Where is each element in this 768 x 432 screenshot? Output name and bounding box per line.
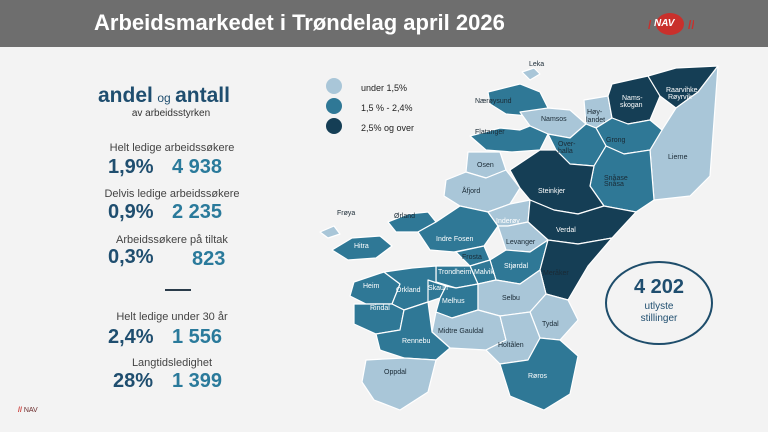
vacancies-label: utlyste stillinger <box>605 301 713 325</box>
heading-og: og <box>157 91 171 105</box>
svg-text:/: / <box>648 18 652 32</box>
stat-percent-tiltak: 0,3% <box>108 246 154 268</box>
stat-count-helt-ledige: 4 938 <box>172 156 223 178</box>
label-heim: Heim <box>363 283 380 290</box>
label-levanger: Levanger <box>506 239 536 246</box>
region-leka <box>521 67 541 81</box>
label-melhus: Melhus <box>442 298 465 305</box>
footer-slash: // <box>18 407 22 414</box>
label-trondheim: Trondheim <box>438 269 471 276</box>
region-flatanger <box>469 125 549 153</box>
divider-line <box>165 289 191 291</box>
label-overhalla-2: halla <box>558 148 573 155</box>
nav-logo-text: NAV <box>654 18 675 29</box>
heading-andel: andel <box>98 84 153 107</box>
label-stjordal: Stjørdal <box>504 263 529 270</box>
label-skaun: Skaun <box>428 285 448 292</box>
region-steinkjer <box>509 149 605 215</box>
label-rindal: Rindal <box>370 305 390 312</box>
label-grong: Grong <box>606 137 626 144</box>
stat-percent-delvis-ledige: 0,9% <box>108 201 154 223</box>
label-namsskogan-1: Nams- <box>622 95 643 102</box>
legend-swatch-high <box>326 118 342 134</box>
heading-antall: antall <box>175 84 230 107</box>
label-inderoy: Inderøy <box>496 218 520 225</box>
label-royrvik-1: Raarvihke <box>666 87 698 94</box>
page-title: Arbeidsmarkedet i Trøndelag april 2026 <box>94 10 505 35</box>
region-froya <box>319 225 341 239</box>
label-namsos: Namsos <box>541 116 567 123</box>
label-snasa-1: Snåase <box>604 174 628 182</box>
region-oppdal <box>361 357 437 411</box>
label-namsskogan-2: skogan <box>620 102 643 109</box>
label-hitra: Hitra <box>354 243 369 250</box>
label-orkland: Orkland <box>396 287 421 294</box>
stat-label-helt-ledige: Helt ledige arbeidssøkere <box>109 142 235 154</box>
vacancies-count: 4 202 <box>633 276 685 298</box>
stat-percent-langtid: 28% <box>113 370 154 392</box>
stat-count-under-30: 1 556 <box>172 326 223 348</box>
label-malvik: Malvik <box>474 269 494 276</box>
label-royrvik-2: Røyrvik <box>668 94 692 101</box>
label-orland: Ørland <box>394 213 415 220</box>
label-flatanger: Flatanger <box>475 129 505 136</box>
stat-count-delvis-ledige: 2 235 <box>172 201 223 223</box>
label-hoylandet-1: Høy- <box>587 109 603 116</box>
region-hitra <box>331 235 393 261</box>
label-frosta: Frosta <box>462 254 482 261</box>
region-roros <box>499 337 579 411</box>
nav-logo-icon: / // <box>648 13 694 35</box>
label-indre-fosen: Indre Fosen <box>436 236 473 243</box>
label-midtre-gauldal: Midtre Gauldal <box>438 328 484 335</box>
label-afjord: Åfjord <box>462 186 480 195</box>
stat-label-delvis-ledige: Delvis ledige arbeidssøkere <box>104 188 240 200</box>
label-steinkjer: Steinkjer <box>538 188 566 195</box>
stat-count-tiltak: 823 <box>192 248 226 270</box>
legend-swatch-mid <box>326 98 342 114</box>
stat-percent-helt-ledige: 1,9% <box>108 156 154 178</box>
stat-label-tiltak: Arbeidssøkere på tiltak <box>116 234 228 246</box>
header-bar <box>0 0 768 47</box>
label-hoylandet-2: landet <box>586 117 605 124</box>
label-overhalla-1: Over- <box>558 141 576 148</box>
vacancies-label-line1: utlyste <box>644 301 674 312</box>
label-verdal: Verdal <box>556 227 576 234</box>
stat-count-langtid: 1 399 <box>172 370 223 392</box>
label-roros: Røros <box>528 373 548 380</box>
label-holtalen: Holtålen <box>498 341 524 349</box>
region-meraker <box>539 237 613 301</box>
stat-label-under-30: Helt ledige under 30 år <box>116 311 228 323</box>
label-oppdal: Oppdal <box>384 369 407 376</box>
label-froya: Frøya <box>337 210 355 217</box>
vacancies-label-line2: stillinger <box>640 313 678 324</box>
legend-swatch-low <box>326 78 342 94</box>
label-snasa-2: Snåsa <box>604 180 624 188</box>
label-naeroysund: Nærøysund <box>475 98 512 105</box>
label-rennebu: Rennebu <box>402 338 431 345</box>
footer-nav: // NAV <box>18 407 38 414</box>
label-lierne: Lierne <box>668 154 688 161</box>
label-selbu: Selbu <box>502 295 520 302</box>
label-tydal: Tydal <box>542 321 559 328</box>
region-indre-fosen <box>417 205 499 253</box>
region-afjord <box>443 169 521 213</box>
panel-heading: andel og antall <box>98 84 230 108</box>
label-meraker: Meråker <box>543 269 569 277</box>
stat-percent-under-30: 2,4% <box>108 326 154 348</box>
label-leka: Leka <box>529 61 544 68</box>
stat-label-langtid: Langtidsledighet <box>131 357 213 369</box>
legend-label-mid: 1,5 % - 2,4% <box>361 103 413 113</box>
label-osen: Osen <box>477 162 494 169</box>
svg-text://: // <box>688 18 694 32</box>
legend-label-low: under 1,5% <box>361 83 408 93</box>
legend-label-high: 2,5% og over <box>361 123 415 133</box>
footer-text: NAV <box>23 407 38 414</box>
region-rennebu <box>375 301 451 361</box>
vacancies-circle <box>605 261 713 345</box>
panel-subheading: av arbeidsstyrken <box>131 108 211 119</box>
